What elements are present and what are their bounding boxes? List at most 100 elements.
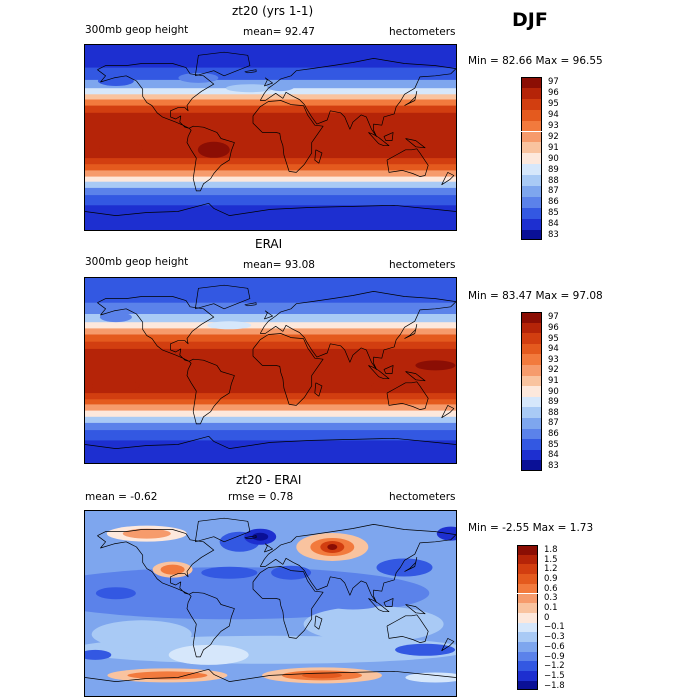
- coastline: [85, 202, 456, 216]
- coastline: [194, 51, 251, 77]
- coastline: [404, 323, 418, 339]
- coastline: [405, 604, 426, 615]
- colorbar-label: 87: [548, 418, 559, 429]
- anomaly-blob: [160, 564, 185, 575]
- colorbar-swatch: [521, 386, 542, 397]
- colorbar-label: 92: [548, 365, 559, 376]
- colorbar-label: 85: [548, 439, 559, 450]
- colorbar-label: 95: [548, 99, 559, 110]
- panel2-field-label: 300mb geop height: [85, 256, 189, 268]
- panel3-minmax-label: Min = -2.55 Max = 1.73: [468, 522, 594, 534]
- panel1-mean-label: mean= 92.47: [243, 26, 315, 38]
- colorbar-label: 97: [548, 77, 559, 88]
- colorbar-swatch: [521, 322, 542, 334]
- coastline: [404, 90, 418, 106]
- colorbar-label: 88: [548, 175, 559, 186]
- panel3-colorbar: 1.8 1.5 1.2 0.9 0.6 0.3 0.1 0 −0.1 −0.3 −0.6 −0.9 −1…: [517, 545, 577, 693]
- panel3-units-label: hectometers: [389, 491, 456, 503]
- colorbar-label: 97: [548, 312, 559, 323]
- colorbar-swatch: [521, 87, 542, 99]
- anomaly-blob: [436, 526, 456, 541]
- coastline: [368, 365, 390, 380]
- colorbar-label: 1.8: [544, 544, 558, 555]
- coastline: [263, 77, 273, 87]
- coastline: [97, 63, 215, 129]
- panel2-map: [84, 277, 457, 464]
- contour-band: [85, 416, 456, 424]
- contour-blob: [207, 321, 252, 330]
- coastline: [252, 100, 324, 173]
- contour-band: [85, 170, 456, 178]
- contour-band: [85, 88, 456, 95]
- coastline: [314, 149, 323, 164]
- colorbar-label: −1.5: [544, 670, 565, 681]
- colorbar-label: 84: [548, 450, 559, 461]
- colorbar-label: 1.2: [544, 564, 558, 575]
- contour-band: [85, 328, 456, 336]
- coastline: [368, 132, 390, 147]
- panel2-minmax-label: Min = 83.47 Max = 97.08: [468, 290, 603, 302]
- colorbar-swatch: [521, 449, 542, 461]
- colorbar-swatch: [521, 418, 542, 429]
- colorbar-swatch: [517, 603, 538, 613]
- colorbar-swatch: [521, 153, 542, 165]
- coastline: [263, 543, 273, 553]
- colorbar-label: 87: [548, 186, 559, 197]
- panel2-units-label: hectometers: [389, 259, 456, 271]
- colorbar-swatch: [521, 186, 542, 197]
- colorbar-label: 92: [548, 131, 559, 142]
- colorbar-label: 90: [548, 153, 559, 164]
- contour-band: [85, 440, 456, 463]
- coastline: [244, 535, 257, 540]
- contour-blob: [97, 76, 134, 86]
- colorbar-label: 93: [548, 354, 559, 365]
- colorbar-swatch: [521, 312, 542, 323]
- season-label: DJF: [512, 9, 548, 31]
- coastline: [186, 358, 235, 425]
- panel3-map: [84, 510, 457, 697]
- coastline: [386, 614, 429, 643]
- colorbar-label: 0.9: [544, 573, 558, 584]
- contour-band: [85, 278, 456, 304]
- contour-band: [85, 176, 456, 183]
- colorbar-swatch: [521, 343, 542, 355]
- anomaly-blob: [327, 544, 338, 550]
- contour-band: [85, 67, 456, 81]
- contour-band: [85, 430, 456, 441]
- colorbar-label: 96: [548, 88, 559, 99]
- colorbar-swatch: [517, 632, 538, 642]
- coastline: [97, 529, 215, 595]
- panel2-mean-label: mean= 93.08: [243, 259, 315, 271]
- colorbar-swatch: [517, 671, 538, 681]
- colorbar-swatch: [521, 428, 542, 440]
- colorbar-swatch: [521, 164, 542, 176]
- contour-blob: [366, 134, 423, 151]
- colorbar-swatch: [521, 196, 542, 208]
- panel3-mean-label: mean = -0.62: [85, 491, 158, 503]
- coastlines: [85, 284, 456, 449]
- coastline: [386, 148, 429, 177]
- colorbar-swatch: [517, 564, 538, 575]
- colorbar-label: 0.1: [544, 603, 558, 614]
- colorbar-swatch: [517, 622, 538, 633]
- coastline: [383, 132, 394, 141]
- colorbar-label: 94: [548, 344, 559, 355]
- colorbar-swatch: [521, 109, 542, 121]
- anomaly-blob: [324, 597, 381, 610]
- panel1-title: zt20 (yrs 1-1): [232, 4, 314, 18]
- colorbar-label: 85: [548, 208, 559, 219]
- coastline: [259, 524, 456, 603]
- coastline: [368, 598, 390, 613]
- contour-blob: [225, 84, 274, 93]
- anomaly-blob: [168, 644, 249, 665]
- anomaly-blob: [376, 558, 433, 577]
- colorbar-swatch: [521, 439, 542, 450]
- colorbar-swatch: [517, 612, 538, 623]
- colorbar-label: 88: [548, 407, 559, 418]
- contour-blob: [91, 379, 140, 392]
- contour-band: [85, 105, 456, 114]
- coastline: [244, 69, 257, 74]
- colorbar-swatch: [521, 175, 542, 186]
- colorbar-label: 90: [548, 386, 559, 397]
- colorbar-label: 1.5: [544, 554, 558, 565]
